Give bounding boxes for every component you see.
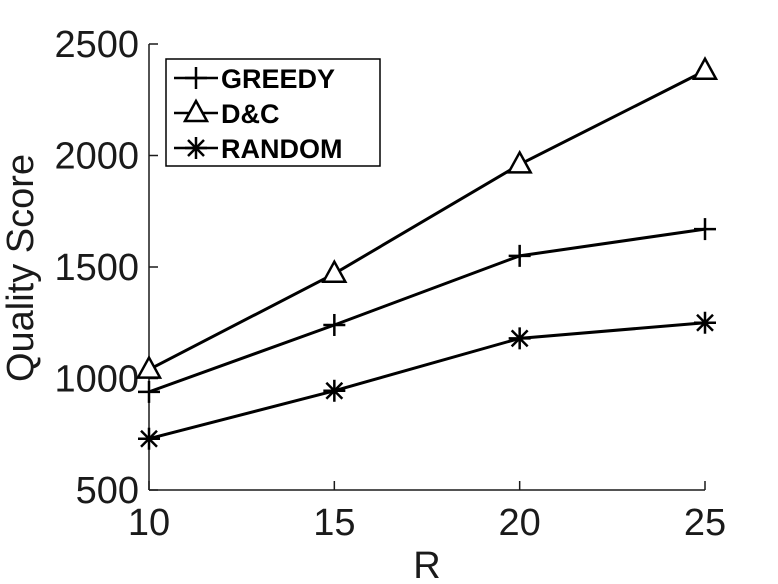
y-tick-label: 2000 (54, 136, 139, 178)
data-point-d-c (691, 56, 719, 81)
series-line-greedy (148, 227, 706, 394)
y-tick-label: 1500 (54, 247, 139, 289)
data-point-d-c (506, 149, 533, 174)
legend-marker-d-c (182, 98, 210, 123)
series-line-random (148, 321, 706, 441)
legend: GREEDY D&C RANDOM (165, 58, 381, 167)
x-ticks: 10 15 20 25 (128, 481, 726, 544)
data-point-random (694, 311, 716, 334)
y-tick-label: 500 (76, 470, 139, 512)
y-axis-label: Quality Score (0, 154, 42, 382)
x-tick-label: 25 (684, 502, 726, 544)
data-point-d-c (321, 259, 348, 283)
data-point-d-c (135, 354, 163, 379)
x-axis-label: R (413, 545, 440, 584)
legend-marker-random (185, 137, 207, 159)
legend-label-greedy: GREEDY (221, 64, 335, 94)
data-point-random (323, 379, 346, 402)
x-tick-label: 20 (499, 502, 541, 544)
x-tick-label: 15 (313, 502, 355, 544)
x-tick-label: 10 (128, 502, 170, 544)
y-tick-label: 2500 (54, 24, 139, 66)
y-ticks: 500 1000 1500 2000 2500 (54, 24, 158, 512)
data-point-random (138, 427, 160, 450)
data-point-random (508, 327, 531, 350)
series-group (135, 56, 719, 450)
legend-label-d-c: D&C (221, 99, 280, 129)
data-point-greedy (323, 313, 346, 336)
y-tick-label: 1000 (54, 359, 139, 401)
series-line-d-c (148, 69, 706, 371)
legend-label-random: RANDOM (221, 134, 343, 164)
data-point-greedy (138, 380, 160, 403)
data-point-greedy (508, 244, 531, 267)
data-point-greedy (694, 218, 716, 241)
legend-marker-greedy (185, 67, 207, 89)
